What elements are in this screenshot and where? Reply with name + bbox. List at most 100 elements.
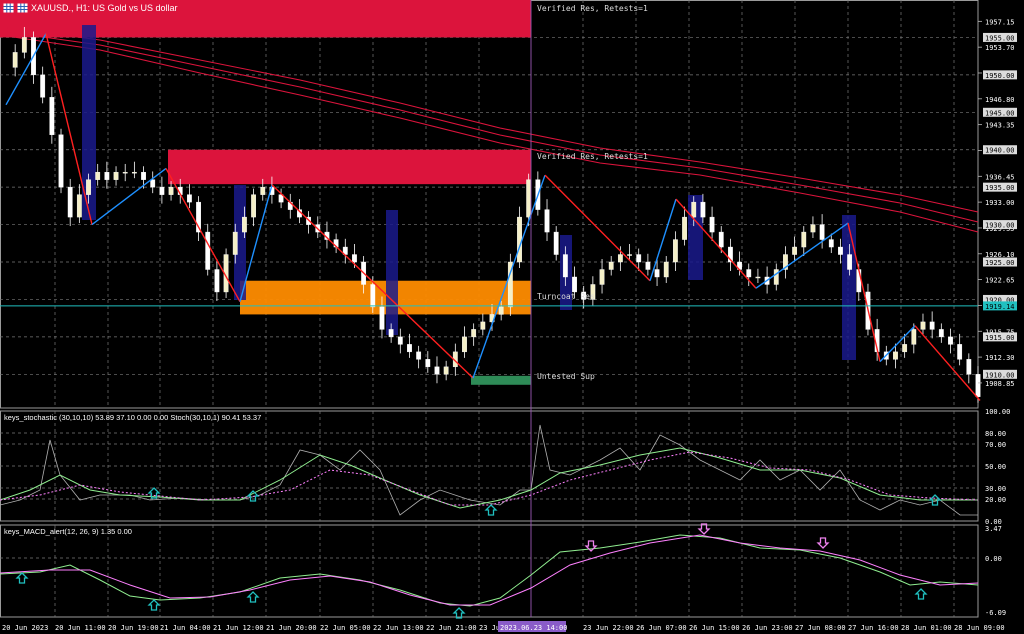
candle-body	[86, 179, 91, 195]
candle-body	[67, 186, 73, 218]
time-axis-label: 23 Jun 22:00	[583, 624, 634, 632]
candle-body	[517, 216, 522, 263]
candle-body	[141, 171, 146, 180]
stoch-main-line	[0, 447, 978, 509]
zigzag-segment	[91, 167, 167, 226]
price-axis-box-label: 1935.00	[985, 184, 1015, 192]
time-axis-label: 20 Jun 11:00	[55, 624, 106, 632]
chart-title: XAUUSD., H1: US Gold vs US dollar	[31, 3, 178, 13]
macd-axis-label: 0.00	[985, 555, 1002, 563]
price-axis-label: 1915.75	[985, 328, 1015, 336]
candle-body	[654, 269, 660, 278]
price-axis-box-label: 1940.00	[985, 147, 1015, 155]
candle-body	[40, 74, 46, 98]
candle-body	[617, 254, 623, 263]
candle-body	[150, 179, 156, 188]
macd-title: keys_MACD_alert(12, 26, 9) 1.35 0.00	[4, 527, 132, 536]
zigzag-segment	[165, 168, 241, 303]
candle-body	[159, 186, 165, 195]
price-axis-box	[983, 32, 1017, 42]
grid-icon	[17, 3, 28, 13]
price-axis-label: 1922.65	[985, 277, 1015, 285]
candle-body	[214, 269, 220, 293]
moving-average-line	[0, 34, 979, 233]
time-axis-label: 22 Jun 13:00	[373, 624, 424, 632]
highlight-bar	[82, 25, 96, 220]
candle-body	[847, 254, 853, 270]
macd-axis-label: -6.09	[985, 609, 1006, 617]
stoch-axis-label: 80.00	[985, 430, 1006, 438]
candle-body	[929, 321, 935, 330]
candle-body	[471, 329, 477, 338]
price-axis-label: 1957.15	[985, 18, 1015, 26]
candle-body	[242, 216, 247, 233]
candle-body	[196, 201, 201, 233]
main-pane-border	[0, 0, 979, 409]
time-axis-label: 23 Jun	[479, 624, 504, 632]
arrow-down-icon	[584, 540, 598, 552]
candle-body	[278, 194, 284, 203]
zigzag-segment	[649, 198, 677, 281]
price-axis-box	[983, 294, 1017, 304]
candle-body	[608, 261, 614, 270]
price-axis-box-label: 1920.00	[985, 296, 1015, 304]
price-axis-box	[983, 257, 1017, 267]
chart-title-bar: XAUUSD., H1: US Gold vs US dollar	[3, 3, 178, 13]
candle-body	[544, 209, 550, 233]
time-axis-label: 28 Jun 01:00	[901, 624, 952, 632]
price-axis-box	[983, 182, 1017, 192]
candle-body	[700, 201, 706, 218]
zigzag-segment	[472, 174, 546, 379]
candle-body	[388, 329, 394, 338]
candle-body	[186, 194, 192, 203]
candle-body	[507, 261, 513, 308]
candle-body	[627, 254, 632, 256]
candle-body	[975, 374, 981, 397]
time-axis-label: 20 Jun 2023	[2, 624, 48, 632]
arrow-down-icon	[816, 537, 830, 549]
price-axis-label: 1943.35	[985, 122, 1015, 130]
zigzag-segment	[239, 184, 273, 302]
time-axis-label: 27 Jun 16:00	[848, 624, 899, 632]
price-axis-box-label: 1925.00	[985, 259, 1015, 267]
current-price-box	[983, 301, 1017, 311]
candle-body	[663, 261, 669, 278]
stochastic-pane-border	[0, 410, 979, 522]
zigzag-segment	[271, 184, 474, 379]
arrow-up-icon	[246, 591, 260, 603]
candle-body	[801, 231, 807, 248]
current-price-label: 1919.14	[985, 303, 1015, 311]
macd-axis-label: 3.47	[985, 525, 1002, 533]
candle-body	[113, 171, 119, 180]
candle-body	[95, 171, 101, 180]
candle-body	[938, 329, 944, 338]
time-axis-label: 21 Jun 20:00	[266, 624, 317, 632]
stoch-raw-line	[0, 424, 978, 516]
candle-body	[957, 344, 963, 360]
candle-body	[58, 134, 64, 188]
zigzag-segment	[914, 325, 981, 401]
zone-rect	[240, 280, 531, 315]
zigzag-segment	[675, 198, 757, 289]
candle-body	[911, 329, 917, 345]
price-axis-box-label: 1930.00	[985, 222, 1015, 230]
macd-pane-border	[0, 524, 979, 618]
candle-body	[636, 254, 642, 263]
zigzag-segment	[879, 325, 916, 363]
candle-body	[810, 224, 816, 233]
candle-body	[205, 231, 211, 270]
price-axis-box	[983, 70, 1017, 80]
time-axis-label: 26 Jun 07:00	[636, 624, 687, 632]
stoch-axis-label: 70.00	[985, 441, 1006, 449]
stoch-axis-label: 50.00	[985, 463, 1006, 471]
candle-body	[251, 194, 256, 218]
candle-body	[168, 186, 174, 195]
time-axis-label: 21 Jun 12:00	[213, 624, 264, 632]
time-axis-label: 21 Jun 04:00	[160, 624, 211, 632]
candle-body	[526, 179, 532, 218]
candle-body	[590, 284, 596, 300]
candle-body	[893, 351, 898, 360]
arrow-up-icon	[928, 494, 942, 506]
